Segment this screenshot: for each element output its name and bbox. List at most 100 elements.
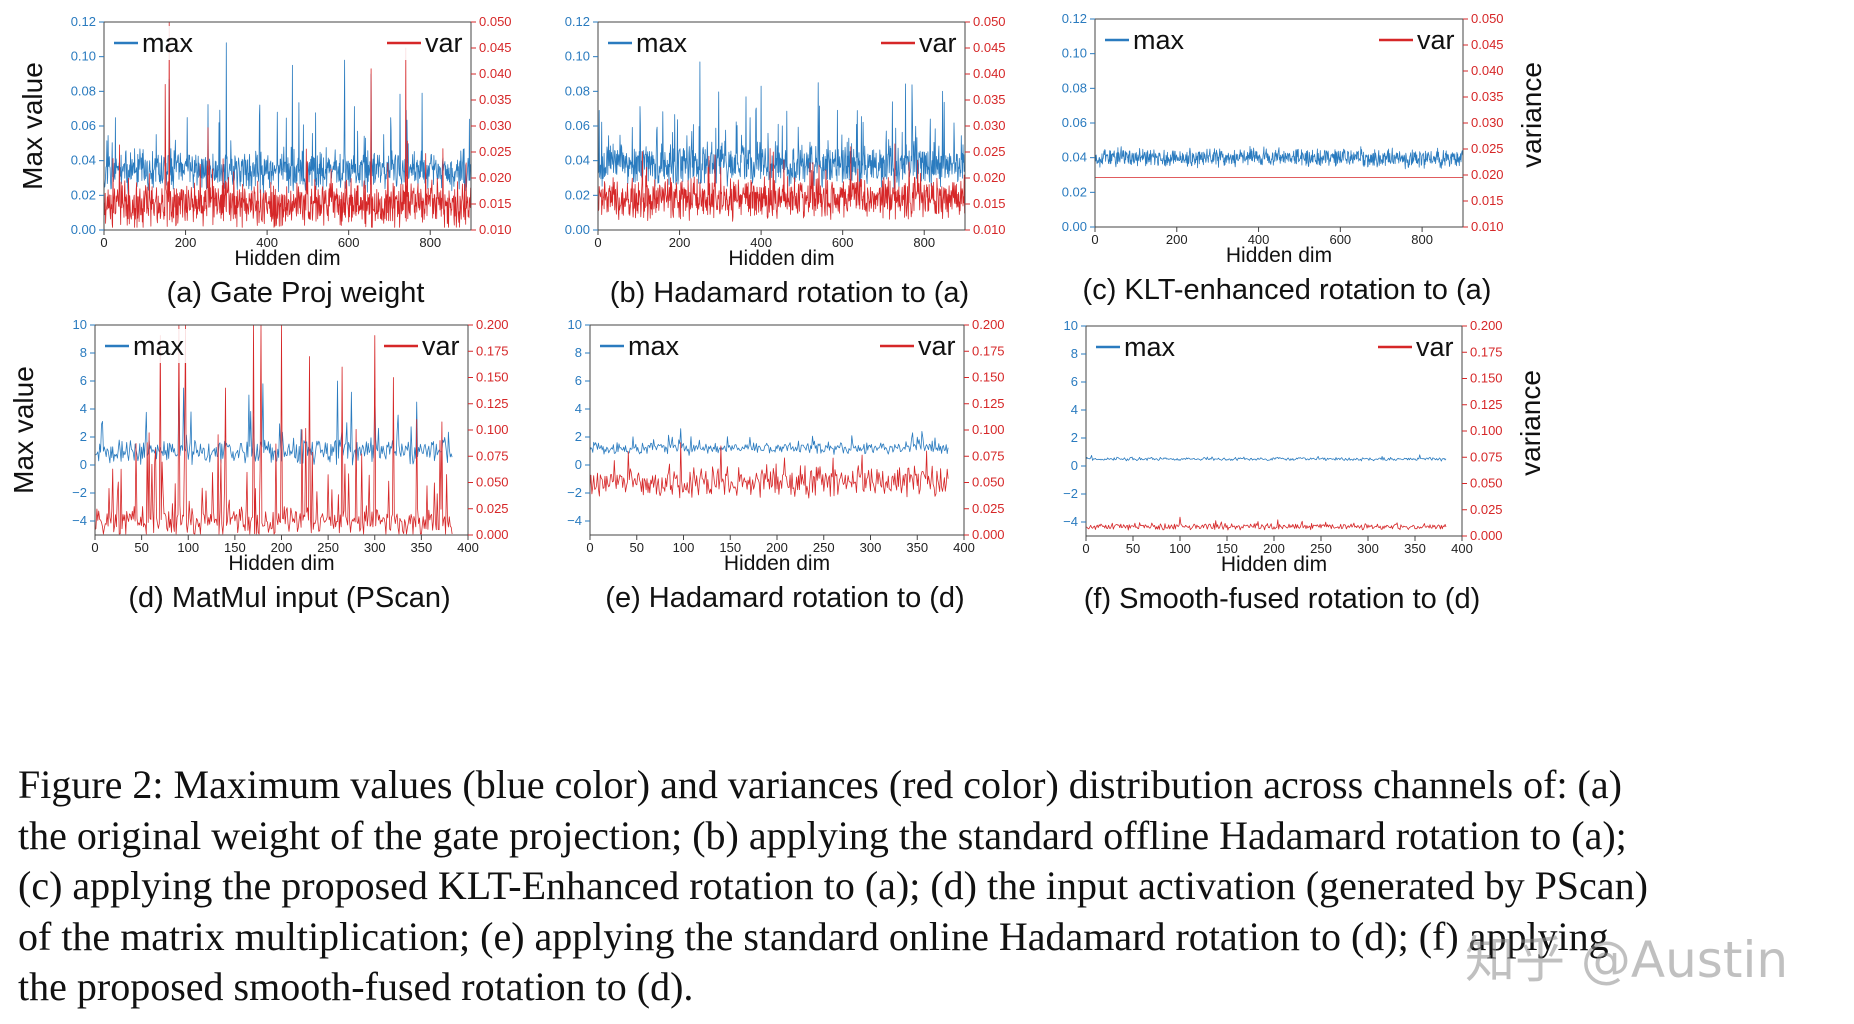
y2-tick-label: 0.050 — [476, 475, 509, 490]
caption-line: of the matrix multiplication; (e) applyi… — [18, 913, 1609, 959]
x-tick-label: 100 — [177, 540, 199, 555]
x-tick-label: 0 — [100, 235, 107, 250]
y2-tick-label: 0.045 — [973, 40, 1006, 55]
y-tick-label: 0.04 — [1062, 150, 1087, 165]
x-tick-label: 0 — [586, 540, 593, 555]
panel-caption: (a) Gate Proj weight — [167, 277, 425, 309]
y-tick-label: 0.12 — [71, 14, 96, 29]
y2-tick-label: 0.200 — [1470, 318, 1503, 333]
y2-tick-label: 0.025 — [1471, 141, 1504, 156]
y-tick-label: 0.08 — [1062, 80, 1087, 95]
x-tick-label: 300 — [364, 540, 386, 555]
x-tick-label: 0 — [1082, 541, 1089, 556]
y2-tick-label: 0.200 — [972, 317, 1005, 332]
x-tick-label: 400 — [953, 540, 975, 555]
x-tick-label: 800 — [913, 235, 935, 250]
legend-var: var — [874, 329, 960, 363]
y-tick-label: 10 — [1064, 318, 1078, 333]
y-tick-label: −4 — [1063, 514, 1078, 529]
legend-label-var: var — [919, 28, 957, 58]
x-tick-label: 350 — [906, 540, 928, 555]
y2-tick-label: 0.050 — [972, 475, 1005, 490]
y2-tick-label: 0.125 — [972, 396, 1005, 411]
y2-tick-label: 0.040 — [973, 66, 1006, 81]
caption-line: the original weight of the gate projecti… — [18, 812, 1627, 858]
y2-tick-label: 0.015 — [1471, 193, 1504, 208]
y-tick-label: 0 — [575, 457, 582, 472]
y-tick-label: 0.10 — [565, 49, 590, 64]
legend-max: max — [594, 329, 690, 363]
y2-tick-label: 0.035 — [973, 92, 1006, 107]
x-tick-label: 250 — [317, 540, 339, 555]
legend-label-var: var — [918, 331, 956, 361]
y2-tick-label: 0.015 — [479, 196, 512, 211]
x-tick-label: 400 — [256, 235, 278, 250]
y2-tick-label: 0.025 — [476, 501, 509, 516]
y-tick-label: 0.06 — [565, 118, 590, 133]
y-tick-label: 0.00 — [1062, 219, 1087, 234]
y-tick-label: −2 — [72, 485, 87, 500]
series-line-max — [1094, 146, 1463, 170]
x-tick-label: 300 — [860, 540, 882, 555]
x-tick-label: 50 — [1126, 541, 1140, 556]
y-axis-label: Max value — [8, 366, 39, 494]
legend-var: var — [1372, 330, 1458, 364]
panel-caption: (e) Hadamard rotation to (d) — [605, 582, 964, 614]
panel-b: 0 200 400 600 800 0.00 0.02 0.04 0.06 0.08 0.10 0.1… — [565, 14, 1006, 309]
legend-label-max: max — [628, 331, 680, 361]
x-tick-label: 400 — [457, 540, 479, 555]
x-tick-label: 150 — [1216, 541, 1238, 556]
y2-tick-label: 0.030 — [479, 118, 512, 133]
y2-tick-label: 0.045 — [1471, 37, 1504, 52]
y2-tick-label: 0.050 — [1470, 476, 1503, 491]
y2-tick-label: 0.045 — [479, 40, 512, 55]
y2-tick-label: 0.020 — [973, 170, 1006, 185]
y-tick-label: 10 — [73, 317, 87, 332]
legend-max: max — [1090, 330, 1186, 364]
panel-caption: (f) Smooth-fused rotation to (d) — [1084, 583, 1481, 615]
legend-label-max: max — [142, 28, 194, 58]
x-tick-label: 400 — [750, 235, 772, 250]
y-tick-label: 0.02 — [565, 187, 590, 202]
y-tick-label: 0.04 — [565, 153, 590, 168]
y-tick-label: 0.00 — [71, 222, 96, 237]
y-tick-label: 0.12 — [565, 14, 590, 29]
y2-tick-label: 0.025 — [1470, 502, 1503, 517]
y-tick-label: 8 — [80, 345, 87, 360]
x-tick-label: 0 — [1091, 232, 1098, 247]
y-tick-label: 2 — [1071, 430, 1078, 445]
x-tick-label: 50 — [630, 540, 644, 555]
legend-label-max: max — [636, 28, 688, 58]
y-tick-label: 0 — [1071, 458, 1078, 473]
x-tick-label: 200 — [271, 540, 293, 555]
y2-tick-label: 0.075 — [1470, 449, 1503, 464]
x-axis-label: Hidden dim — [1221, 553, 1327, 576]
y-tick-label: 8 — [575, 345, 582, 360]
y2-tick-label: 0.010 — [1471, 219, 1504, 234]
y2-tick-label: 0.000 — [476, 527, 509, 542]
y2-axis-label: variance — [1515, 370, 1546, 476]
x-tick-label: 0 — [91, 540, 98, 555]
y2-tick-label: 0.000 — [972, 527, 1005, 542]
y2-tick-label: 0.050 — [479, 14, 512, 29]
x-tick-label: 200 — [1166, 232, 1188, 247]
x-tick-label: 800 — [419, 235, 441, 250]
y-tick-label: 0.06 — [1062, 115, 1087, 130]
y-tick-label: 0.06 — [71, 118, 96, 133]
y-tick-label: 6 — [1071, 374, 1078, 389]
x-tick-label: 200 — [669, 235, 691, 250]
y2-tick-label: 0.150 — [972, 370, 1005, 385]
caption-line: (c) applying the proposed KLT-Enhanced r… — [18, 863, 1648, 908]
y2-tick-label: 0.150 — [476, 370, 509, 385]
panel-e: 0 50 100 150 200 250 300 350 400 −4 −2 0 2 4 6 8 10 0.000… — [567, 317, 1004, 614]
x-tick-label: 600 — [832, 235, 854, 250]
y-tick-label: 0.10 — [71, 49, 96, 64]
y-tick-label: 10 — [568, 317, 582, 332]
y2-tick-label: 0.035 — [1471, 89, 1504, 104]
panel-a: 0 200 400 600 800 0.00 0.02 0.04 0.06 0.08 0.10 0.1… — [17, 14, 512, 309]
y-tick-label: 0.08 — [565, 83, 590, 98]
y2-tick-label: 0.100 — [1470, 423, 1503, 438]
y2-tick-label: 0.030 — [1471, 115, 1504, 130]
y2-tick-label: 0.075 — [972, 448, 1005, 463]
y2-axis-label: variance — [1516, 62, 1547, 168]
